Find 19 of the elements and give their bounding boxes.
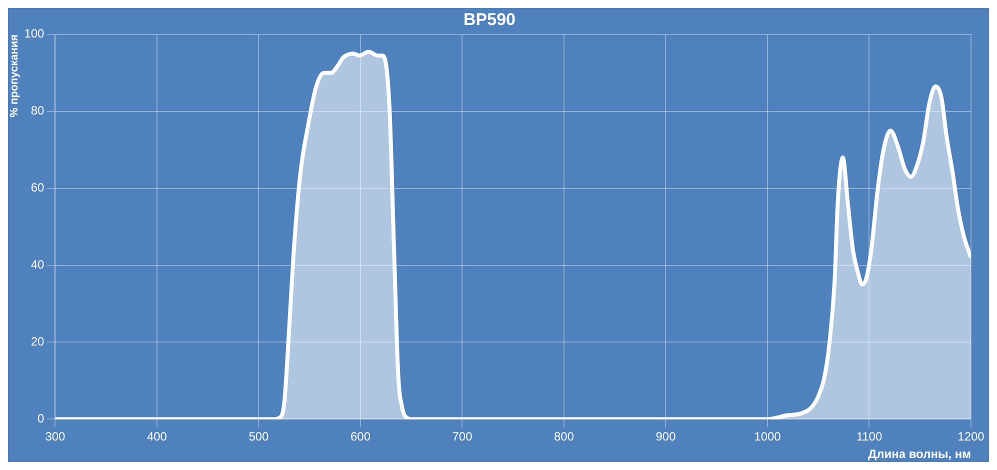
x-tick-label: 1000 xyxy=(754,430,782,444)
x-tick-label: 800 xyxy=(554,430,574,444)
y-tick-label: 60 xyxy=(30,180,45,195)
y-axis-title: % пропускания xyxy=(8,34,21,118)
x-tick-label: 900 xyxy=(656,430,676,444)
chart-title: BP590 xyxy=(464,10,516,29)
x-tick-label: 1200 xyxy=(958,430,985,444)
x-axis-title: Длина волны, нм xyxy=(868,447,972,462)
y-tick-label: 80 xyxy=(30,104,45,118)
y-tick-label: 40 xyxy=(30,258,45,272)
y-tick-label: 0 xyxy=(38,412,45,426)
y-tick-label: 20 xyxy=(30,334,45,349)
x-tick-label: 600 xyxy=(350,430,371,444)
y-tick-label: 100 xyxy=(24,26,45,41)
x-tick-label: 500 xyxy=(248,430,270,444)
x-tick-label: 400 xyxy=(146,430,168,444)
x-tick-label: 700 xyxy=(452,430,473,444)
x-tick-label: 300 xyxy=(45,430,66,444)
x-tick-label: 1100 xyxy=(856,430,882,444)
